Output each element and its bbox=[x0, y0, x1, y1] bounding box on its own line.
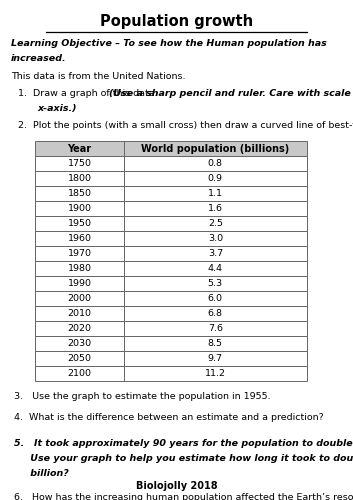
Text: 3.   Use the graph to estimate the population in 1955.: 3. Use the graph to estimate the populat… bbox=[14, 392, 271, 401]
Text: 8.5: 8.5 bbox=[208, 339, 223, 348]
Text: 1750: 1750 bbox=[67, 159, 91, 168]
Text: 1990: 1990 bbox=[67, 279, 91, 288]
Text: 6.0: 6.0 bbox=[208, 294, 223, 303]
FancyBboxPatch shape bbox=[35, 216, 307, 231]
Text: World population (billions): World population (billions) bbox=[141, 144, 289, 154]
FancyBboxPatch shape bbox=[35, 261, 307, 276]
FancyBboxPatch shape bbox=[35, 336, 307, 351]
Text: 2.  Plot the points (with a small cross) then draw a curved line of best-fit.: 2. Plot the points (with a small cross) … bbox=[18, 121, 353, 130]
Text: 1970: 1970 bbox=[67, 249, 91, 258]
Text: Learning Objective – To see how the Human population has: Learning Objective – To see how the Huma… bbox=[11, 39, 326, 48]
FancyBboxPatch shape bbox=[35, 141, 307, 156]
FancyBboxPatch shape bbox=[35, 231, 307, 246]
Text: 2000: 2000 bbox=[67, 294, 91, 303]
Text: 2010: 2010 bbox=[67, 309, 91, 318]
Text: 1850: 1850 bbox=[67, 189, 91, 198]
Text: 2030: 2030 bbox=[67, 339, 91, 348]
FancyBboxPatch shape bbox=[35, 201, 307, 216]
Text: 5.   It took approximately 90 years for the population to double from 1 - 2 bill: 5. It took approximately 90 years for th… bbox=[14, 439, 353, 448]
Text: 1900: 1900 bbox=[67, 204, 91, 213]
Text: 9.7: 9.7 bbox=[208, 354, 223, 363]
Text: Use your graph to help you estimate how long it took to double again to 4: Use your graph to help you estimate how … bbox=[14, 454, 353, 463]
Text: 2020: 2020 bbox=[67, 324, 91, 333]
FancyBboxPatch shape bbox=[35, 276, 307, 291]
FancyBboxPatch shape bbox=[35, 321, 307, 336]
Text: billion?: billion? bbox=[14, 469, 69, 478]
Text: x-axis.): x-axis.) bbox=[37, 104, 77, 113]
Text: 3.7: 3.7 bbox=[208, 249, 223, 258]
Text: 1.1: 1.1 bbox=[208, 189, 223, 198]
Text: 4.  What is the difference between an estimate and a prediction?: 4. What is the difference between an est… bbox=[14, 413, 324, 422]
FancyBboxPatch shape bbox=[35, 351, 307, 366]
Text: Year: Year bbox=[67, 144, 91, 154]
FancyBboxPatch shape bbox=[35, 306, 307, 321]
Text: 0.8: 0.8 bbox=[208, 159, 223, 168]
Text: 11.2: 11.2 bbox=[205, 369, 226, 378]
Text: 1960: 1960 bbox=[67, 234, 91, 243]
Text: (Use a sharp pencil and ruler. Care with scale on the: (Use a sharp pencil and ruler. Care with… bbox=[109, 89, 353, 98]
FancyBboxPatch shape bbox=[35, 366, 307, 381]
Text: 2100: 2100 bbox=[67, 369, 91, 378]
Text: Biolojolly 2018: Biolojolly 2018 bbox=[136, 481, 217, 491]
Text: 3.0: 3.0 bbox=[208, 234, 223, 243]
Text: 1980: 1980 bbox=[67, 264, 91, 273]
Text: 1950: 1950 bbox=[67, 219, 91, 228]
Text: 7.6: 7.6 bbox=[208, 324, 223, 333]
Text: 6.8: 6.8 bbox=[208, 309, 223, 318]
Text: 1.  Draw a graph of this data.: 1. Draw a graph of this data. bbox=[18, 89, 160, 98]
Text: 2050: 2050 bbox=[67, 354, 91, 363]
Text: 6.   How has the increasing human population affected the Earth’s resources?: 6. How has the increasing human populati… bbox=[14, 493, 353, 500]
Text: 5.3: 5.3 bbox=[208, 279, 223, 288]
FancyBboxPatch shape bbox=[35, 291, 307, 306]
Text: 2.5: 2.5 bbox=[208, 219, 223, 228]
FancyBboxPatch shape bbox=[35, 171, 307, 186]
Text: increased.: increased. bbox=[11, 54, 66, 63]
Text: 0.9: 0.9 bbox=[208, 174, 223, 183]
FancyBboxPatch shape bbox=[35, 186, 307, 201]
Text: 4.4: 4.4 bbox=[208, 264, 223, 273]
Text: 1800: 1800 bbox=[67, 174, 91, 183]
Text: This data is from the United Nations.: This data is from the United Nations. bbox=[11, 72, 185, 81]
FancyBboxPatch shape bbox=[35, 156, 307, 171]
FancyBboxPatch shape bbox=[35, 246, 307, 261]
Text: Population growth: Population growth bbox=[100, 14, 253, 29]
Text: 1.6: 1.6 bbox=[208, 204, 223, 213]
